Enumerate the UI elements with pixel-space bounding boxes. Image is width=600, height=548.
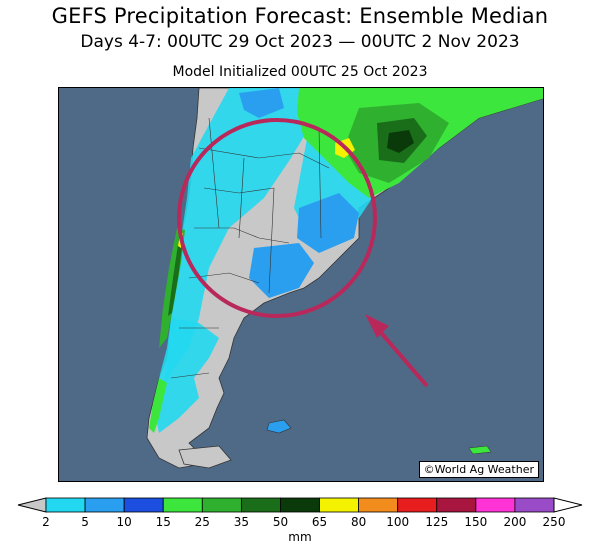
colorbar-swatch [319,497,360,513]
colorbar-swatch [123,497,164,513]
colorbar-swatch [280,497,320,513]
province-borders [170,117,330,379]
forecast-period: Days 4-7: 00UTC 29 Oct 2023 — 00UTC 2 No… [80,32,520,52]
colorbar-tick-label: 35 [233,515,250,529]
colorbar-swatch [162,497,203,513]
precip-darkest-green [387,130,414,153]
precip-medium-blue [297,193,359,253]
map-canvas [146,88,543,469]
colorbar-tick-label: 125 [425,515,449,529]
colorbar-tick-label: 50 [272,515,289,529]
precip-medium-blue-2 [249,243,314,298]
colorbar-swatch [84,497,125,513]
land-falklands [266,419,292,434]
colorbar-tick-label: 5 [81,515,89,529]
land-south-georgia [468,445,492,455]
colorbar-tick-label: 150 [464,515,488,529]
credit-label: ©World Ag Weather [418,461,539,478]
colorbar-tick-label: 100 [386,515,410,529]
colorbar-swatch [358,497,399,513]
land-tierra-del-fuego [178,445,232,469]
precip-light-blue [164,88,309,388]
colorbar-tick-label: 25 [194,515,210,529]
colorbar-tick-label: 65 [311,515,328,529]
precip-andes-dark-green [168,238,183,316]
colorbar-tick-label: 250 [542,515,566,529]
colorbar-tick-label: 200 [503,515,527,529]
colorbar-swatch [45,497,86,513]
highlight-circle [177,118,377,318]
colorbar-under-arrow [17,497,47,513]
precip-medium-blue-3 [239,88,284,118]
colorbar-swatch [201,497,242,513]
model-init: Model Initialized 00UTC 25 Oct 2023 [172,64,428,80]
highlight-arrow [365,314,429,388]
colorbar-tick-label: 80 [350,515,367,529]
colorbar-swatch [475,497,516,513]
map-title: GEFS Precipitation Forecast: Ensemble Me… [51,4,549,28]
colorbar-tick-label: 15 [155,515,171,529]
colorbar-swatch [240,497,281,513]
precip-light-blue-south [154,318,219,433]
colorbar-tick-label: 10 [116,515,132,529]
precipitation-map: ©World Ag Weather [58,87,544,482]
colorbar-over-arrow [553,497,583,513]
precip-chile-south-green [149,378,167,433]
colorbar [17,497,583,513]
colorbar-tick-label: 2 [42,515,50,529]
colorbar-unit: mm [288,530,312,544]
colorbar-swatch [514,497,555,513]
colorbar-swatch [436,497,477,513]
colorbar-swatch [397,497,438,513]
